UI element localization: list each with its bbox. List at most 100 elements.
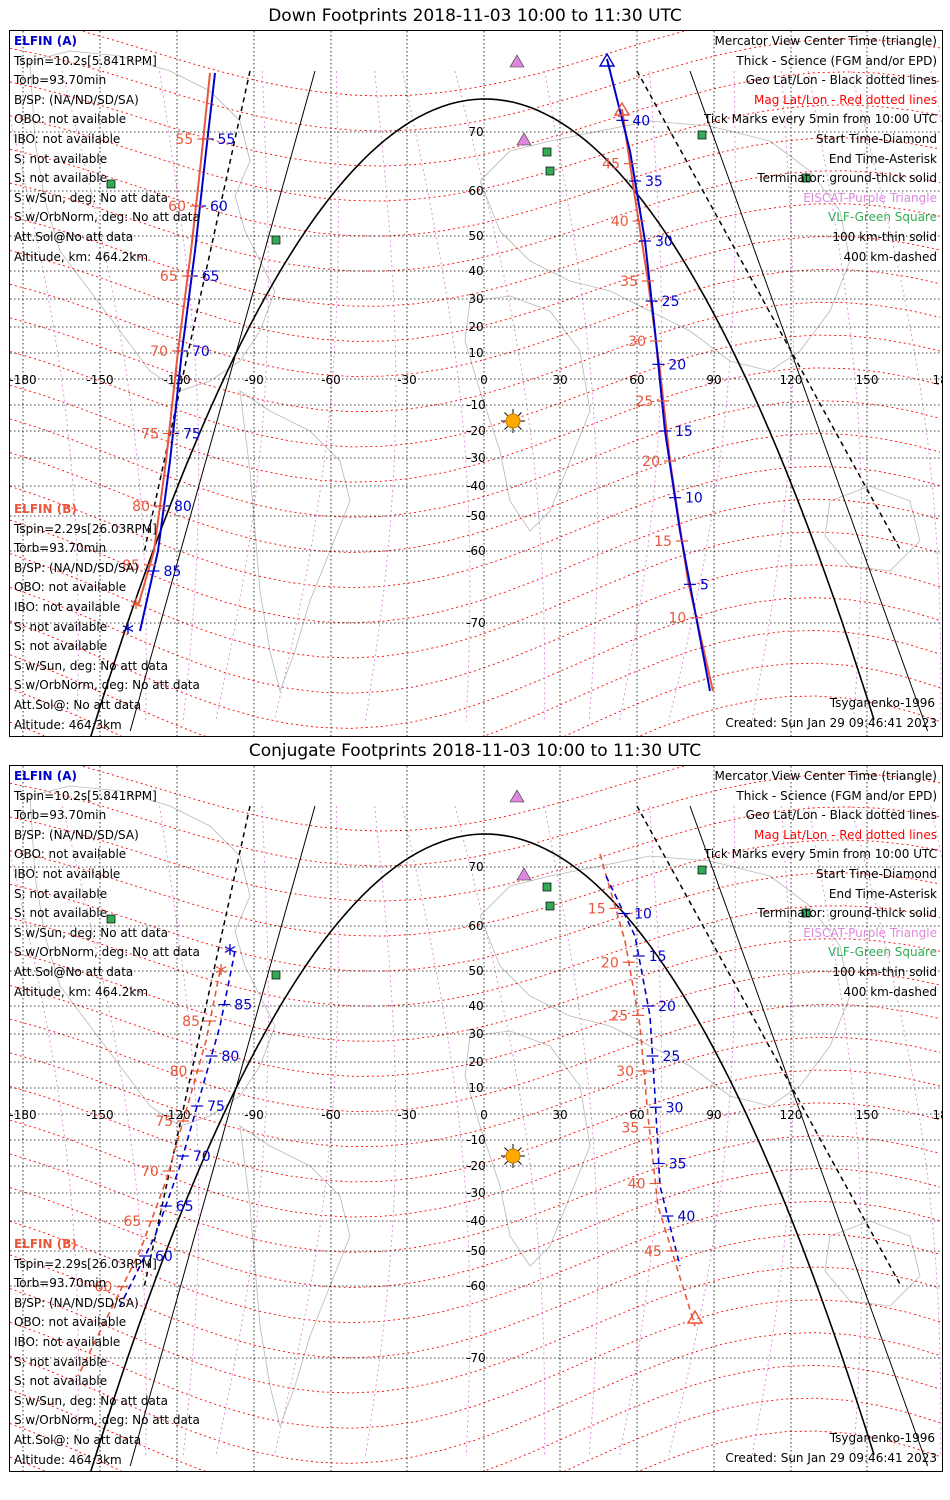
mag-lat-line: [10, 137, 941, 237]
info-line: S w/Sun, deg: No att data: [14, 1393, 168, 1408]
lat-label: -10: [466, 398, 486, 412]
vlf-square-icon: [697, 865, 707, 875]
elfin-b-tick-label: 80: [132, 499, 150, 515]
coastline: [824, 1220, 921, 1307]
info-line: Tspin=10.2s[5.841RPM]: [14, 788, 157, 803]
map-canvas: -180-150-120-90-60-300306090120150180706…: [10, 766, 942, 1471]
info-line: S: not available: [14, 171, 108, 186]
legend-item: Terminator: ground-thick solid: [757, 171, 937, 186]
model-label: Tsyganenko-1996: [829, 1431, 935, 1445]
terminator-400km: [636, 805, 902, 1287]
legend-item: 100 km-thin solid: [832, 229, 937, 244]
info-line: Torb=93.70min: [14, 541, 107, 556]
elfin-a-tick-label: 20: [668, 357, 686, 373]
coastline: [464, 295, 591, 532]
mag-lon-line: [215, 805, 269, 1457]
info-line: B/SP: (NA/ND/SD/SA): [14, 1295, 139, 1310]
lat-label: 50: [468, 964, 483, 978]
mag-lon-line: [454, 805, 546, 1457]
sun-icon: [501, 409, 525, 433]
info-line: Tspin=10.2s[5.841RPM]: [14, 53, 157, 68]
elfin-b-tick-label: 20: [642, 454, 660, 470]
lat-label: -50: [466, 509, 486, 523]
legend-item: VLF-Green Square: [828, 945, 937, 960]
lon-label: 120: [780, 1108, 803, 1122]
elfin-a-tick-label: 30: [655, 234, 673, 250]
mag-lat-line: [10, 1299, 941, 1429]
info-line: OBO: not available: [14, 112, 127, 127]
elfin-b-track: [77, 970, 221, 1377]
mag-lon-line: [807, 70, 863, 722]
info-line: S w/Sun, deg: No att data: [14, 925, 168, 940]
legend-item: End Time-Asterisk: [828, 151, 937, 166]
elfin-a-tick-label: 80: [174, 499, 192, 515]
mag-lat-line: [10, 564, 941, 694]
mag-lat-line: [10, 1036, 941, 1148]
lat-label: 70: [468, 125, 483, 139]
info-line: S: not available: [14, 1354, 108, 1369]
lon-label: 90: [706, 373, 721, 387]
mag-lat-line: [10, 1430, 941, 1471]
elfin-a-tick-label: 80: [221, 1049, 239, 1065]
mag-lat-line: [10, 71, 941, 167]
elfin-b-tick-label: 80: [170, 1064, 188, 1080]
elfin-b-tick-label: 70: [150, 344, 168, 360]
info-line: S w/OrbNorm, deg: No att data: [14, 678, 200, 693]
mag-lat-line: [10, 301, 941, 413]
legend-item: Terminator: ground-thick solid: [757, 906, 937, 921]
mag-lon-line: [10, 850, 79, 1457]
mag-lat-line: [10, 938, 941, 1042]
legend-item: Geo Lat/Lon - Black dotted lines: [745, 808, 937, 823]
elfin-b-tick-label: 60: [94, 1280, 112, 1296]
info-line: OBO: not available: [14, 580, 127, 595]
lat-label: -20: [466, 1159, 486, 1173]
info-line: Tspin=2.29s[26.03RPM]: [14, 521, 157, 536]
elfin-b-tick-label: 35: [621, 1120, 639, 1136]
info-line: S: not available: [14, 619, 108, 634]
lat-label: 30: [468, 1027, 483, 1041]
legend-item: Start Time-Diamond: [815, 131, 937, 146]
mag-lon-line: [10, 115, 79, 722]
elfin-b-tick-label: 20: [601, 955, 619, 971]
vlf-square-icon: [697, 130, 707, 140]
info-line: S: not available: [14, 1374, 108, 1389]
elfin-a-tick-label: 75: [207, 1099, 225, 1115]
terminator-100km: [129, 70, 316, 732]
sun-ray: [504, 1160, 509, 1165]
elfin-b-tick-label: 60: [168, 199, 186, 215]
lon-label: 150: [856, 373, 879, 387]
elfin-b-tick-label: 40: [628, 1177, 646, 1193]
elfin-a-tick-label: 75: [183, 427, 201, 443]
created-label: Created: Sun Jan 29 09:46:41 2023: [725, 1451, 937, 1465]
elfin-b-info: ELFIN (B) Tspin=2.29s[26.03RPM] Torb=93.…: [14, 1235, 200, 1470]
terminator-400km: [143, 70, 251, 552]
elfin-a-tick-label: 10: [685, 491, 703, 507]
created-label: Created: Sun Jan 29 09:46:41 2023: [725, 716, 937, 730]
info-line: IBO: not available: [14, 1334, 121, 1349]
info-line: S: not available: [14, 886, 108, 901]
lon-label: 60: [629, 373, 644, 387]
elfin-a-tick-label: 30: [666, 1100, 684, 1116]
legend-item: Tick Marks every 5min from 10:00 UTC: [703, 847, 937, 862]
mag-lon-line: [751, 805, 794, 1457]
lon-label: 180: [933, 373, 942, 387]
lon-label: -30: [397, 373, 417, 387]
lon-label: 0: [480, 1108, 488, 1122]
elfin-b-tick-label: 40: [611, 214, 629, 230]
elfin-a-tick-label: 5: [700, 577, 709, 593]
lon-label: 30: [552, 373, 567, 387]
mag-lat-line: [10, 170, 941, 272]
elfin-b-tick-label: 30: [628, 334, 646, 350]
elfin-a-tick-label: 25: [663, 1049, 681, 1065]
info-line: Att.Sol@No att data: [14, 229, 134, 244]
legend-item: 100 km-thin solid: [832, 964, 937, 979]
vlf-square-icon: [545, 166, 555, 176]
info-line: S: not available: [14, 639, 108, 654]
mag-lon-line: [402, 70, 471, 722]
end-time-asterisk-icon: *: [215, 960, 227, 988]
elfin-b-tick-label: 25: [610, 1008, 628, 1024]
coastline: [464, 1030, 591, 1267]
vlf-square-icon: [271, 235, 281, 245]
eiscat-triangle-icon: [516, 867, 532, 881]
legend-item: Mag Lat/Lon - Red dotted lines: [753, 92, 937, 107]
